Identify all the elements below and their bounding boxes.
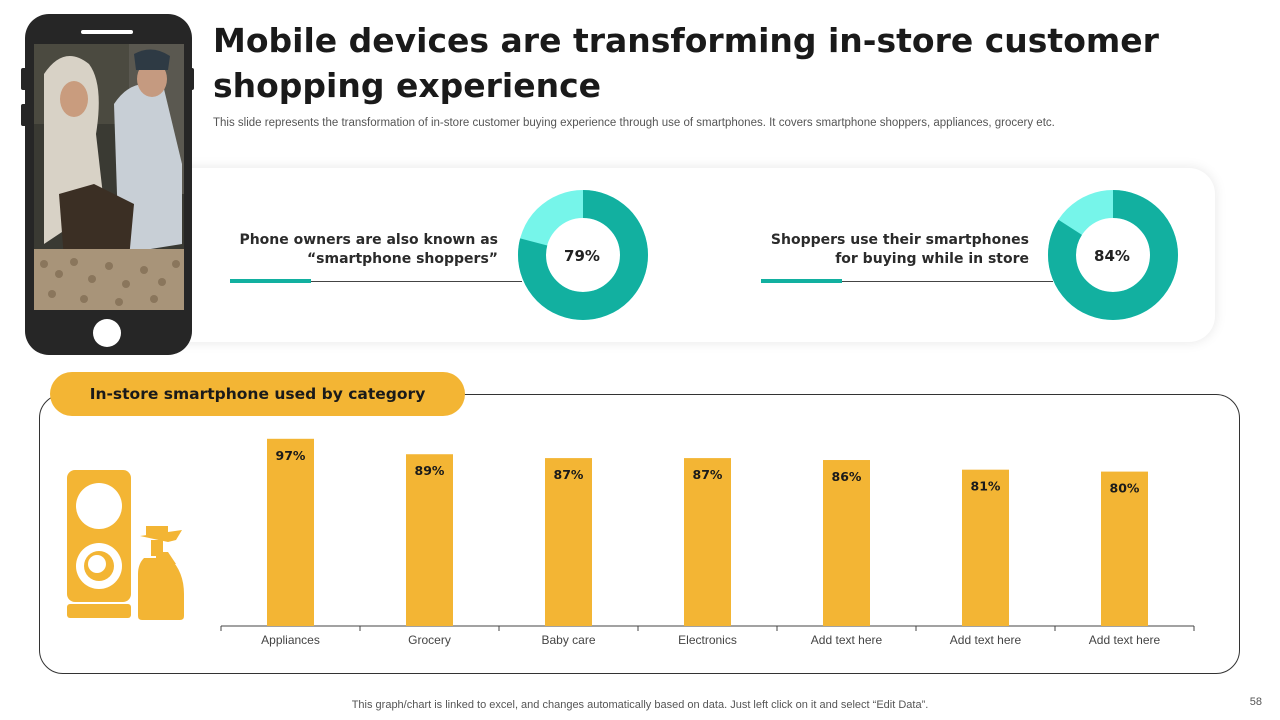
- phone-screen-photo: [34, 44, 184, 310]
- bar-value-label-2: 87%: [554, 467, 584, 482]
- stat-1-label-line2: “smartphone shoppers”: [306, 251, 498, 267]
- bar-6: [1101, 471, 1148, 626]
- x-tick-label-5: Add text here: [950, 633, 1022, 647]
- x-tick-label-4: Add text here: [811, 633, 883, 647]
- page-title: Mobile devices are transforming in-store…: [213, 21, 1159, 105]
- stat-2-accent: [761, 279, 842, 283]
- stat-1-label: Phone owners are also known as “smartpho…: [200, 231, 498, 269]
- stat-1-accent: [230, 279, 311, 283]
- x-tick-label-0: Appliances: [261, 633, 320, 647]
- bar-value-label-6: 80%: [1110, 481, 1140, 496]
- stat-2-donut-arc: [1048, 190, 1178, 320]
- stat-1-label-line1: Phone owners are also known as: [239, 232, 498, 248]
- stat-1-donut: [518, 190, 648, 320]
- chart-section-title: In-store smartphone used by category: [89, 385, 426, 403]
- chart-section-pill: In-store smartphone used by category: [50, 372, 465, 416]
- bar-value-label-0: 97%: [276, 448, 306, 463]
- bar-3: [684, 458, 731, 626]
- footer-note: This graph/chart is linked to excel, and…: [351, 699, 929, 711]
- bar-0: [267, 438, 314, 626]
- stat-1-percent: 79%: [564, 247, 600, 265]
- bar-value-label-5: 81%: [971, 479, 1001, 494]
- phone-volume-up: [21, 68, 27, 90]
- stat-2-donut: [1048, 190, 1178, 320]
- x-tick-label-1: Grocery: [408, 633, 451, 647]
- bar-1: [406, 454, 453, 626]
- bar-5: [962, 469, 1009, 626]
- x-tick-label-2: Baby care: [541, 633, 595, 647]
- phone-volume-down: [21, 104, 27, 126]
- bar-value-label-3: 87%: [693, 467, 723, 482]
- bar-2: [545, 458, 592, 626]
- stat-1-donut-arc: [518, 190, 648, 320]
- page-number: 58: [1249, 696, 1262, 708]
- shoppers-photo: [34, 44, 184, 310]
- chart-frame: [39, 394, 1240, 674]
- bar-4: [823, 460, 870, 626]
- stat-2-underline: [761, 281, 1053, 282]
- stat-1-underline: [230, 281, 522, 282]
- page-subtitle: This slide represents the transformation…: [213, 117, 1055, 129]
- smartphone-illustration: [25, 14, 192, 355]
- stat-2-label-line2: for buying while in store: [835, 251, 1029, 267]
- appliance-icon: [67, 470, 184, 620]
- phone-home-button: [93, 319, 121, 347]
- bar-value-label-1: 89%: [415, 463, 445, 478]
- stat-2-percent: 84%: [1094, 247, 1130, 265]
- x-tick-label-3: Electronics: [678, 633, 737, 647]
- stat-2-label-line1: Shoppers use their smartphones: [770, 232, 1029, 248]
- stats-card: [140, 168, 1215, 342]
- x-tick-label-6: Add text here: [1089, 633, 1161, 647]
- phone-speaker: [81, 30, 133, 34]
- bar-value-label-4: 86%: [832, 469, 862, 484]
- phone-power-button: [188, 68, 194, 90]
- stat-2-label: Shoppers use their smartphones for buyin…: [730, 231, 1029, 269]
